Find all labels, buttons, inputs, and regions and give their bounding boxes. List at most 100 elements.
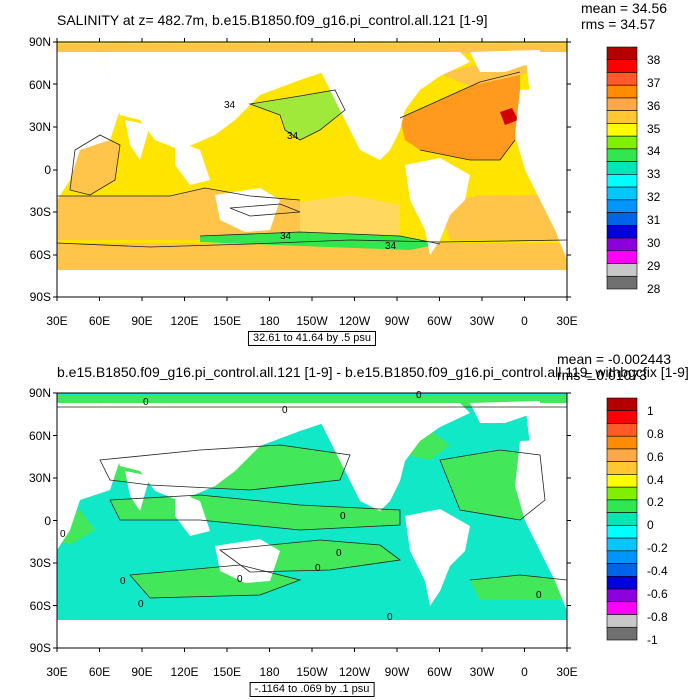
panel1-contour-info: 32.61 to 41.64 by .5 psu — [247, 331, 377, 346]
panel2-y-tick-label: 0 — [44, 513, 51, 528]
panel2-y-tick-label: 30N — [28, 471, 51, 485]
panel2-colorbar-swatch — [606, 601, 638, 615]
panel2-contour-label: 0 — [60, 529, 66, 540]
panel1-x-tick-label: 90W — [384, 314, 410, 328]
panel1-colorbar-label: 38 — [647, 52, 661, 67]
panel2-colorbar-label: -0.6 — [647, 587, 668, 602]
panel2-colorbar-label: -0.2 — [647, 541, 668, 556]
panel1-y-tick-label: 90N — [28, 35, 51, 49]
panel1-rms: rms = 34.57 — [581, 16, 656, 32]
panel2-colorbar-swatch — [606, 423, 638, 437]
panel2-colorbar-swatch — [606, 626, 638, 641]
panel2-colorbar-label: 0.2 — [647, 495, 664, 510]
panel1-colorbar-swatch — [606, 263, 638, 277]
panel1-ticks — [53, 38, 571, 301]
panel2-contour-label: 0 — [143, 397, 149, 408]
panel1-south-pacific-high — [300, 195, 400, 238]
panel2-colorbar-label: 0.6 — [647, 449, 664, 464]
panel1-colorbar-swatch — [606, 110, 638, 124]
panel1-y-tick-label: 0 — [44, 162, 51, 177]
panel1-colorbar-swatch — [606, 225, 638, 239]
panel1-colorbar-label: 32 — [647, 190, 661, 205]
panel2-y-tick-label: 60N — [28, 428, 51, 443]
panel2-contour-info: -.1164 to .069 by .1 psu — [249, 682, 375, 697]
panel1-y-tick-label: 30N — [28, 120, 51, 134]
panel2-contour-label: 0 — [138, 599, 144, 610]
panel1-southern-band — [57, 243, 567, 270]
panel2-colorbar-swatch — [606, 550, 638, 564]
panel1-x-tick-label: 90E — [131, 314, 153, 328]
panel1-colorbar-label: 31 — [647, 213, 661, 228]
panel1-colorbar-label: 35 — [647, 121, 661, 136]
panel2-x-tick-label: 30E — [556, 665, 578, 679]
panel1-colorbar-label: 36 — [647, 98, 661, 113]
panel2-colorbar-label: -0.8 — [647, 610, 668, 625]
panel1-x-tick-label: 0 — [521, 314, 528, 328]
panel1-y-tick-label: 60N — [28, 77, 51, 92]
panel2-x-tick-label: 0 — [521, 665, 528, 679]
panel2-colorbar-swatch — [606, 588, 638, 603]
panel1-colorbar-swatch — [606, 123, 638, 137]
panel1-colorbar-swatch — [606, 97, 638, 111]
panel2-contours — [57, 406, 567, 599]
panel1-x-tick-label: 60W — [427, 314, 452, 328]
panel2-contour-label: 0 — [340, 511, 346, 522]
panel1-arabian-sea-high — [70, 135, 120, 195]
panel2-x-tick-label: 180 — [259, 665, 280, 679]
panel1-colorbar-label: 37 — [647, 75, 661, 90]
panel2-y-tick-label: 90N — [28, 386, 51, 400]
panel2-colorbar-label: 0.8 — [647, 426, 664, 441]
panel1-mediterranean-outflow — [500, 108, 518, 125]
panel2-x-tick-label: 120W — [338, 665, 371, 679]
panel2-colorbar-label: 1 — [647, 403, 654, 418]
panel1-colorbar-swatch — [606, 84, 638, 99]
panel1-colorbar-swatch — [606, 59, 638, 73]
panel1-colorbar-swatch — [606, 250, 638, 264]
panel1-colorbar-swatch — [606, 186, 638, 201]
panel2-colorbar-label: -0.4 — [647, 564, 668, 579]
panel1-colorbar-swatch — [606, 212, 638, 226]
panel2-contour-label: 0 — [237, 574, 243, 585]
panel2-colorbar-swatch — [606, 410, 638, 424]
panel2-contour-label: 0 — [282, 405, 288, 416]
panel2-ticks — [53, 392, 571, 652]
panel1-contour-label: 34 — [224, 100, 236, 111]
panel2-colorbar-label: 0.4 — [647, 472, 664, 487]
panel2-colorbar-swatch — [606, 563, 638, 577]
panel1-x-tick-label: 60E — [88, 314, 111, 328]
panel2-mean: mean = -0.002443 — [557, 351, 672, 367]
panel1-contours — [57, 71, 567, 248]
panel2-colorbar-swatch — [606, 461, 638, 475]
panel2-colorbar-swatch — [606, 486, 638, 501]
panel2-y-tick-label: 60S — [29, 598, 51, 613]
panel1-colorbar — [606, 46, 638, 290]
panel2-colorbar-swatch — [606, 397, 638, 412]
panel2-y-tick-label: 90S — [29, 641, 51, 655]
panel1-colorbar-swatch — [606, 46, 638, 61]
panel2-colorbar-label: -1 — [647, 633, 658, 647]
panel1-y-tick-label: 90S — [29, 290, 51, 304]
panel1-colorbar-label: 34 — [647, 144, 661, 159]
panel1-title: SALINITY at z= 482.7m, b.e15.B1850.f09_g… — [57, 12, 488, 28]
panel2-colorbar-swatch — [606, 537, 638, 552]
panel1-colorbar-swatch — [606, 174, 638, 188]
panel1-north-atlantic-high — [400, 72, 520, 160]
panel1-x-tick-label: 30E — [556, 314, 578, 328]
panel1-y-tick-label: 30S — [29, 205, 51, 219]
panel2-colorbar-swatch — [606, 499, 638, 513]
panel2-rms: rms = 0.01073 — [557, 367, 647, 383]
panel1-arctic-band — [57, 44, 567, 53]
panel2-contour-label: 0 — [536, 590, 542, 601]
panel2-colorbar-swatch — [606, 525, 638, 539]
panel1-x-tick-label: 120W — [338, 314, 371, 328]
panel1-contour-label: 34 — [280, 231, 292, 242]
panel1-contour-label: 34 — [385, 241, 397, 252]
panel1-colorbar-label: 29 — [647, 259, 661, 274]
panel2-contour-label: 0 — [120, 576, 126, 587]
panel2-contour-label: 0 — [416, 390, 422, 401]
panel1-x-tick-label: 30W — [469, 314, 495, 328]
panel1-colorbar-label: 30 — [647, 236, 661, 251]
panel2-y-tick-label: 30S — [29, 556, 51, 570]
panel2-x-tick-label: 120E — [170, 665, 199, 679]
